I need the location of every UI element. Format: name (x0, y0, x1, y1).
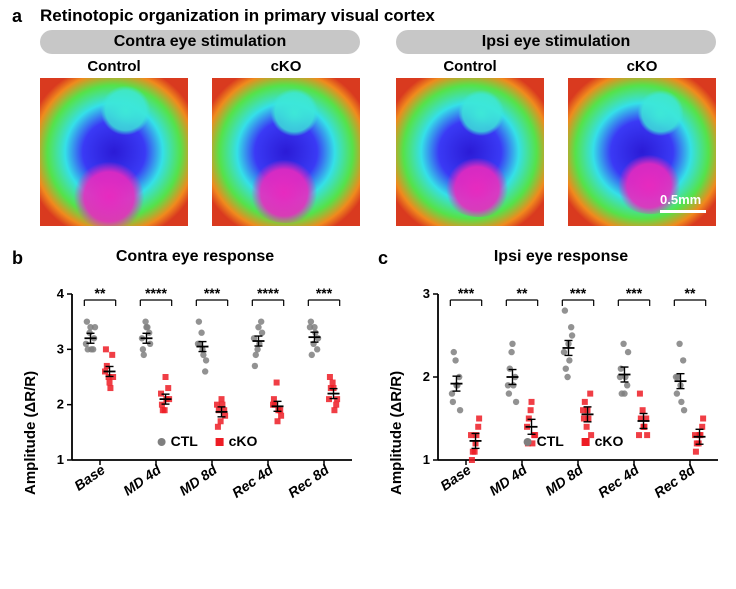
svg-text:***: *** (458, 285, 475, 301)
sublabel-contra-cko: cKO (212, 58, 360, 75)
sublabel-contra-control: Control (40, 58, 188, 75)
svg-text:CTL: CTL (537, 433, 565, 449)
scale-bar (660, 210, 706, 213)
panel-b-title: Contra eye response (50, 248, 340, 266)
retino-ipsi-cko: 0.5mm (568, 78, 716, 226)
svg-text:CTL: CTL (171, 433, 199, 449)
header-contra: Contra eye stimulation (40, 30, 360, 54)
svg-text:cKO: cKO (595, 433, 624, 449)
svg-text:Rec 8d: Rec 8d (285, 461, 332, 501)
svg-text:***: *** (570, 285, 587, 301)
panel-c-ylabel: Amplitude (ΔR/R) (388, 371, 405, 495)
panel-b-label: b (12, 248, 23, 269)
svg-text:***: *** (626, 285, 643, 301)
svg-text:4: 4 (57, 286, 65, 301)
svg-text:3: 3 (423, 286, 430, 301)
svg-text:1: 1 (423, 452, 430, 467)
retino-contra-cko (212, 78, 360, 226)
svg-text:**: ** (95, 285, 106, 301)
svg-text:MD 4d: MD 4d (486, 461, 530, 498)
header-ipsi: Ipsi eye stimulation (396, 30, 716, 54)
panel-a-label: a (12, 6, 22, 27)
panel-c-title: Ipsi eye response (416, 248, 706, 266)
svg-text:MD 4d: MD 4d (120, 461, 164, 498)
svg-text:1: 1 (57, 452, 64, 467)
svg-text:2: 2 (57, 397, 64, 412)
chart-b: 1 2 3 4 Base ** MD 4d **** MD 8d *** Rec 4d **** Rec… (40, 270, 360, 530)
sublabel-ipsi-cko: cKO (568, 58, 716, 75)
panel-a-title: Retinotopic organization in primary visu… (40, 6, 435, 26)
svg-text:Base: Base (437, 461, 474, 493)
svg-text:Rec 4d: Rec 4d (595, 461, 642, 501)
svg-text:**: ** (685, 285, 696, 301)
retino-ipsi-control (396, 78, 544, 226)
svg-text:cKO: cKO (229, 433, 258, 449)
svg-text:**: ** (517, 285, 528, 301)
svg-text:***: *** (204, 285, 221, 301)
svg-text:Rec 4d: Rec 4d (229, 461, 276, 501)
scale-text: 0.5mm (660, 192, 701, 207)
svg-text:2: 2 (423, 369, 430, 384)
panel-c-label: c (378, 248, 388, 269)
svg-text:****: **** (145, 285, 167, 301)
svg-text:****: **** (257, 285, 279, 301)
svg-text:MD 8d: MD 8d (542, 461, 586, 498)
svg-text:3: 3 (57, 341, 64, 356)
svg-text:Rec 8d: Rec 8d (651, 461, 698, 501)
svg-text:Base: Base (71, 461, 108, 493)
svg-text:MD 8d: MD 8d (176, 461, 220, 498)
sublabel-ipsi-control: Control (396, 58, 544, 75)
retino-contra-control (40, 78, 188, 226)
panel-b-ylabel: Amplitude (ΔR/R) (22, 371, 39, 495)
chart-c: 1 2 3 Base *** MD 4d ** MD 8d *** Rec 4d *** Rec 8d… (406, 270, 726, 530)
svg-text:***: *** (316, 285, 333, 301)
